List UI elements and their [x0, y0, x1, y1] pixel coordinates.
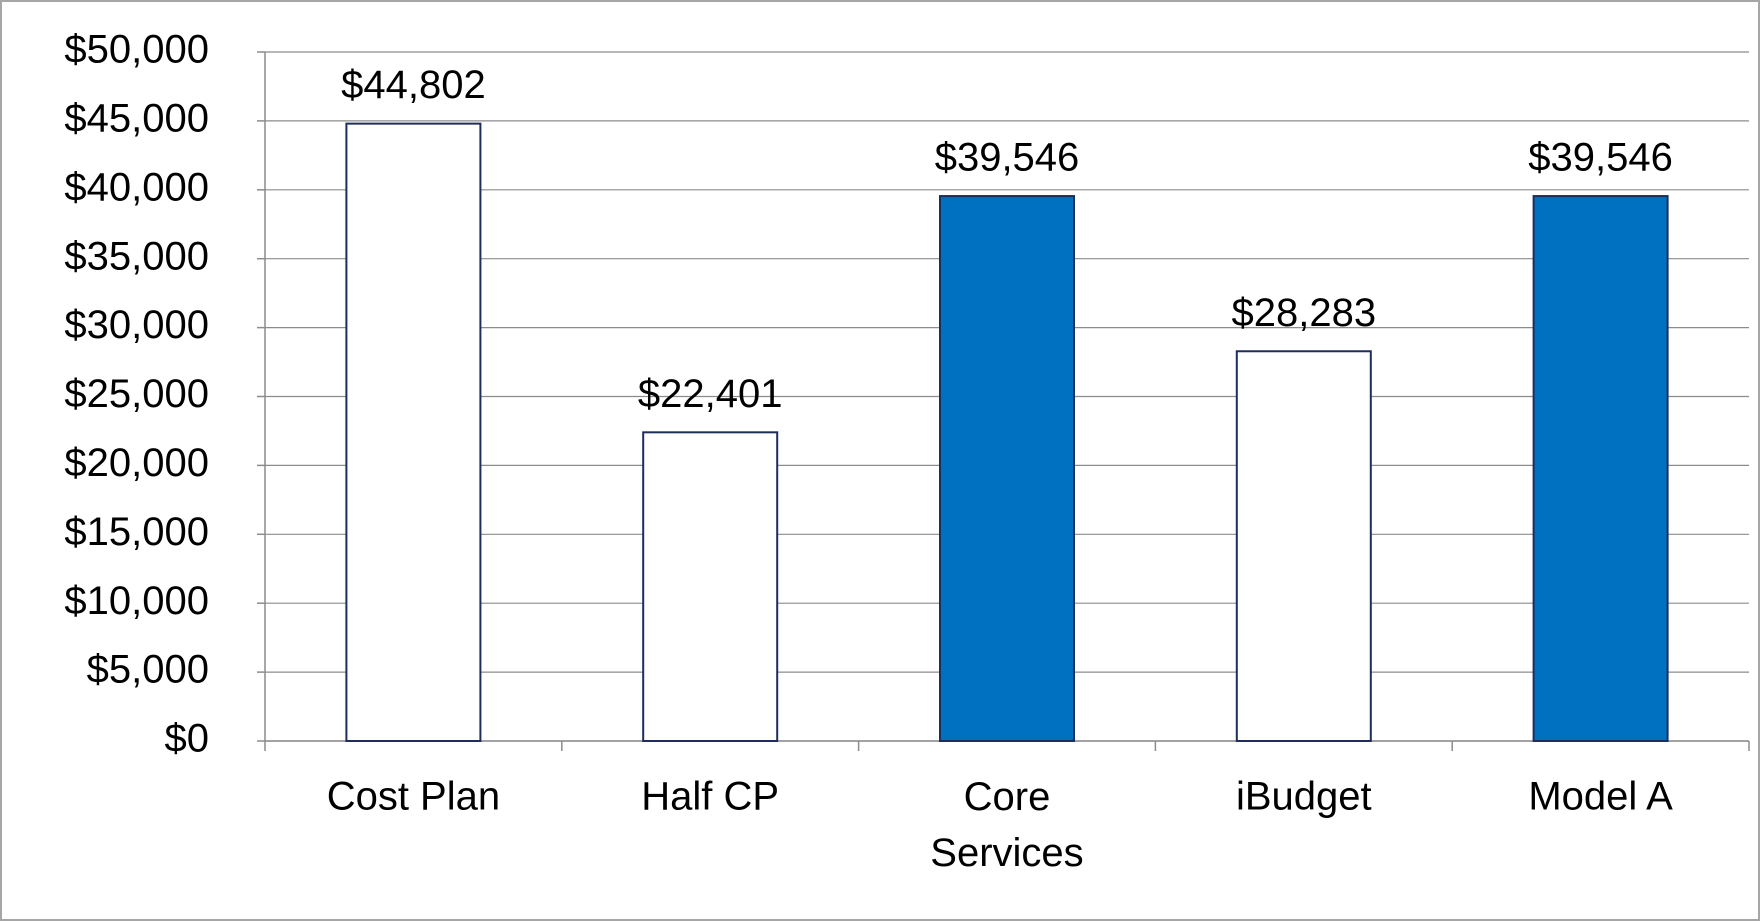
y-tick-label: $35,000 — [64, 234, 209, 278]
data-label: $28,283 — [1232, 291, 1377, 335]
y-tick-label: $25,000 — [64, 372, 209, 416]
y-tick-label: $20,000 — [64, 441, 209, 485]
bar — [939, 195, 1075, 743]
data-label: $39,546 — [935, 136, 1080, 180]
y-tick-label: $15,000 — [64, 510, 209, 554]
x-tick-label: Model A — [1528, 775, 1673, 819]
y-tick-label: $0 — [165, 717, 210, 761]
y-tick-label: $40,000 — [64, 165, 209, 209]
data-label: $39,546 — [1528, 136, 1673, 180]
x-tick-label: Core Services — [930, 775, 1083, 875]
bar — [345, 122, 482, 743]
y-tick-label: $5,000 — [87, 648, 209, 692]
y-tick-label: $10,000 — [64, 579, 209, 623]
bar — [1532, 195, 1669, 743]
bar — [1235, 350, 1372, 742]
y-tick-label: $45,000 — [64, 96, 209, 140]
x-tick-label: Cost Plan — [327, 775, 500, 819]
data-label: $22,401 — [638, 372, 783, 416]
y-tick-label: $50,000 — [64, 28, 209, 72]
bar — [642, 431, 779, 742]
x-tick-label: Half CP — [641, 775, 779, 819]
y-tick-label: $30,000 — [64, 303, 209, 347]
x-tick-label: iBudget — [1236, 775, 1372, 819]
data-label: $44,802 — [341, 63, 486, 107]
